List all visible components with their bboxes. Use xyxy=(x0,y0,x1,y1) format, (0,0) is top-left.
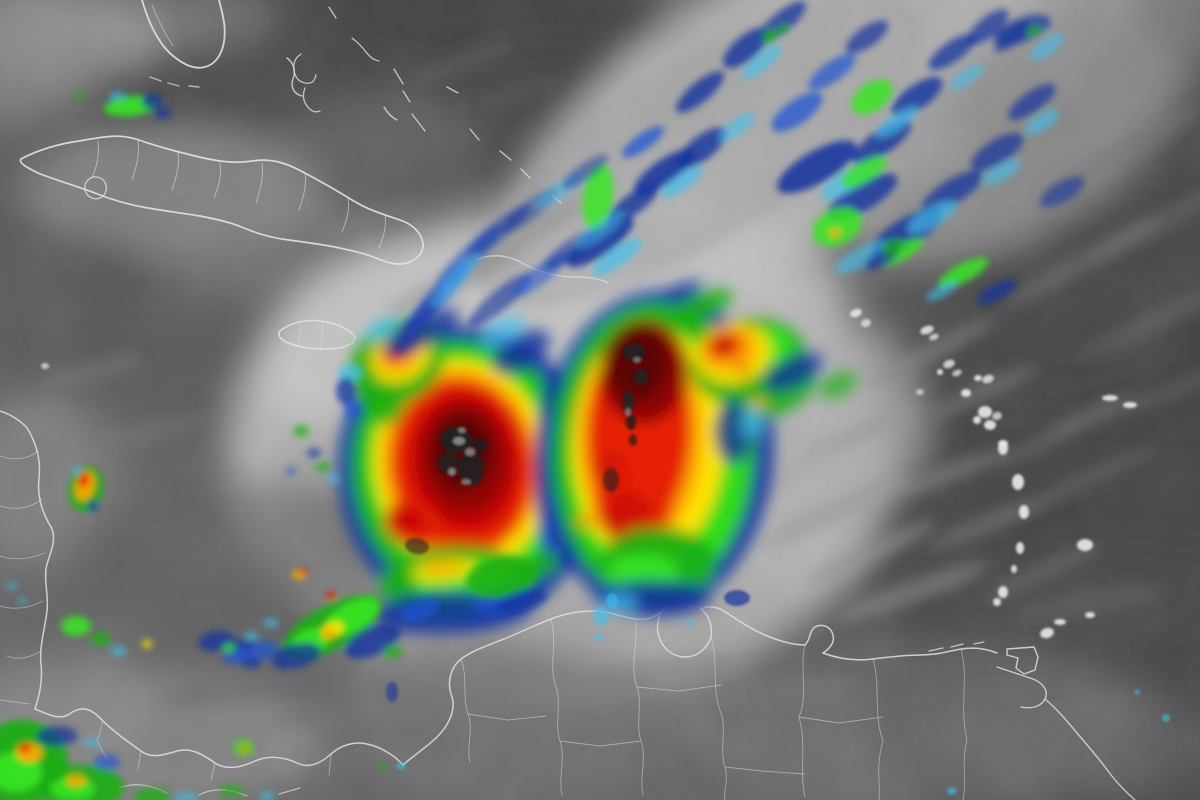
sensor-grain-overlay xyxy=(0,0,1200,800)
satellite-viewport xyxy=(0,0,1200,800)
infrared-satellite-image xyxy=(0,0,1200,800)
